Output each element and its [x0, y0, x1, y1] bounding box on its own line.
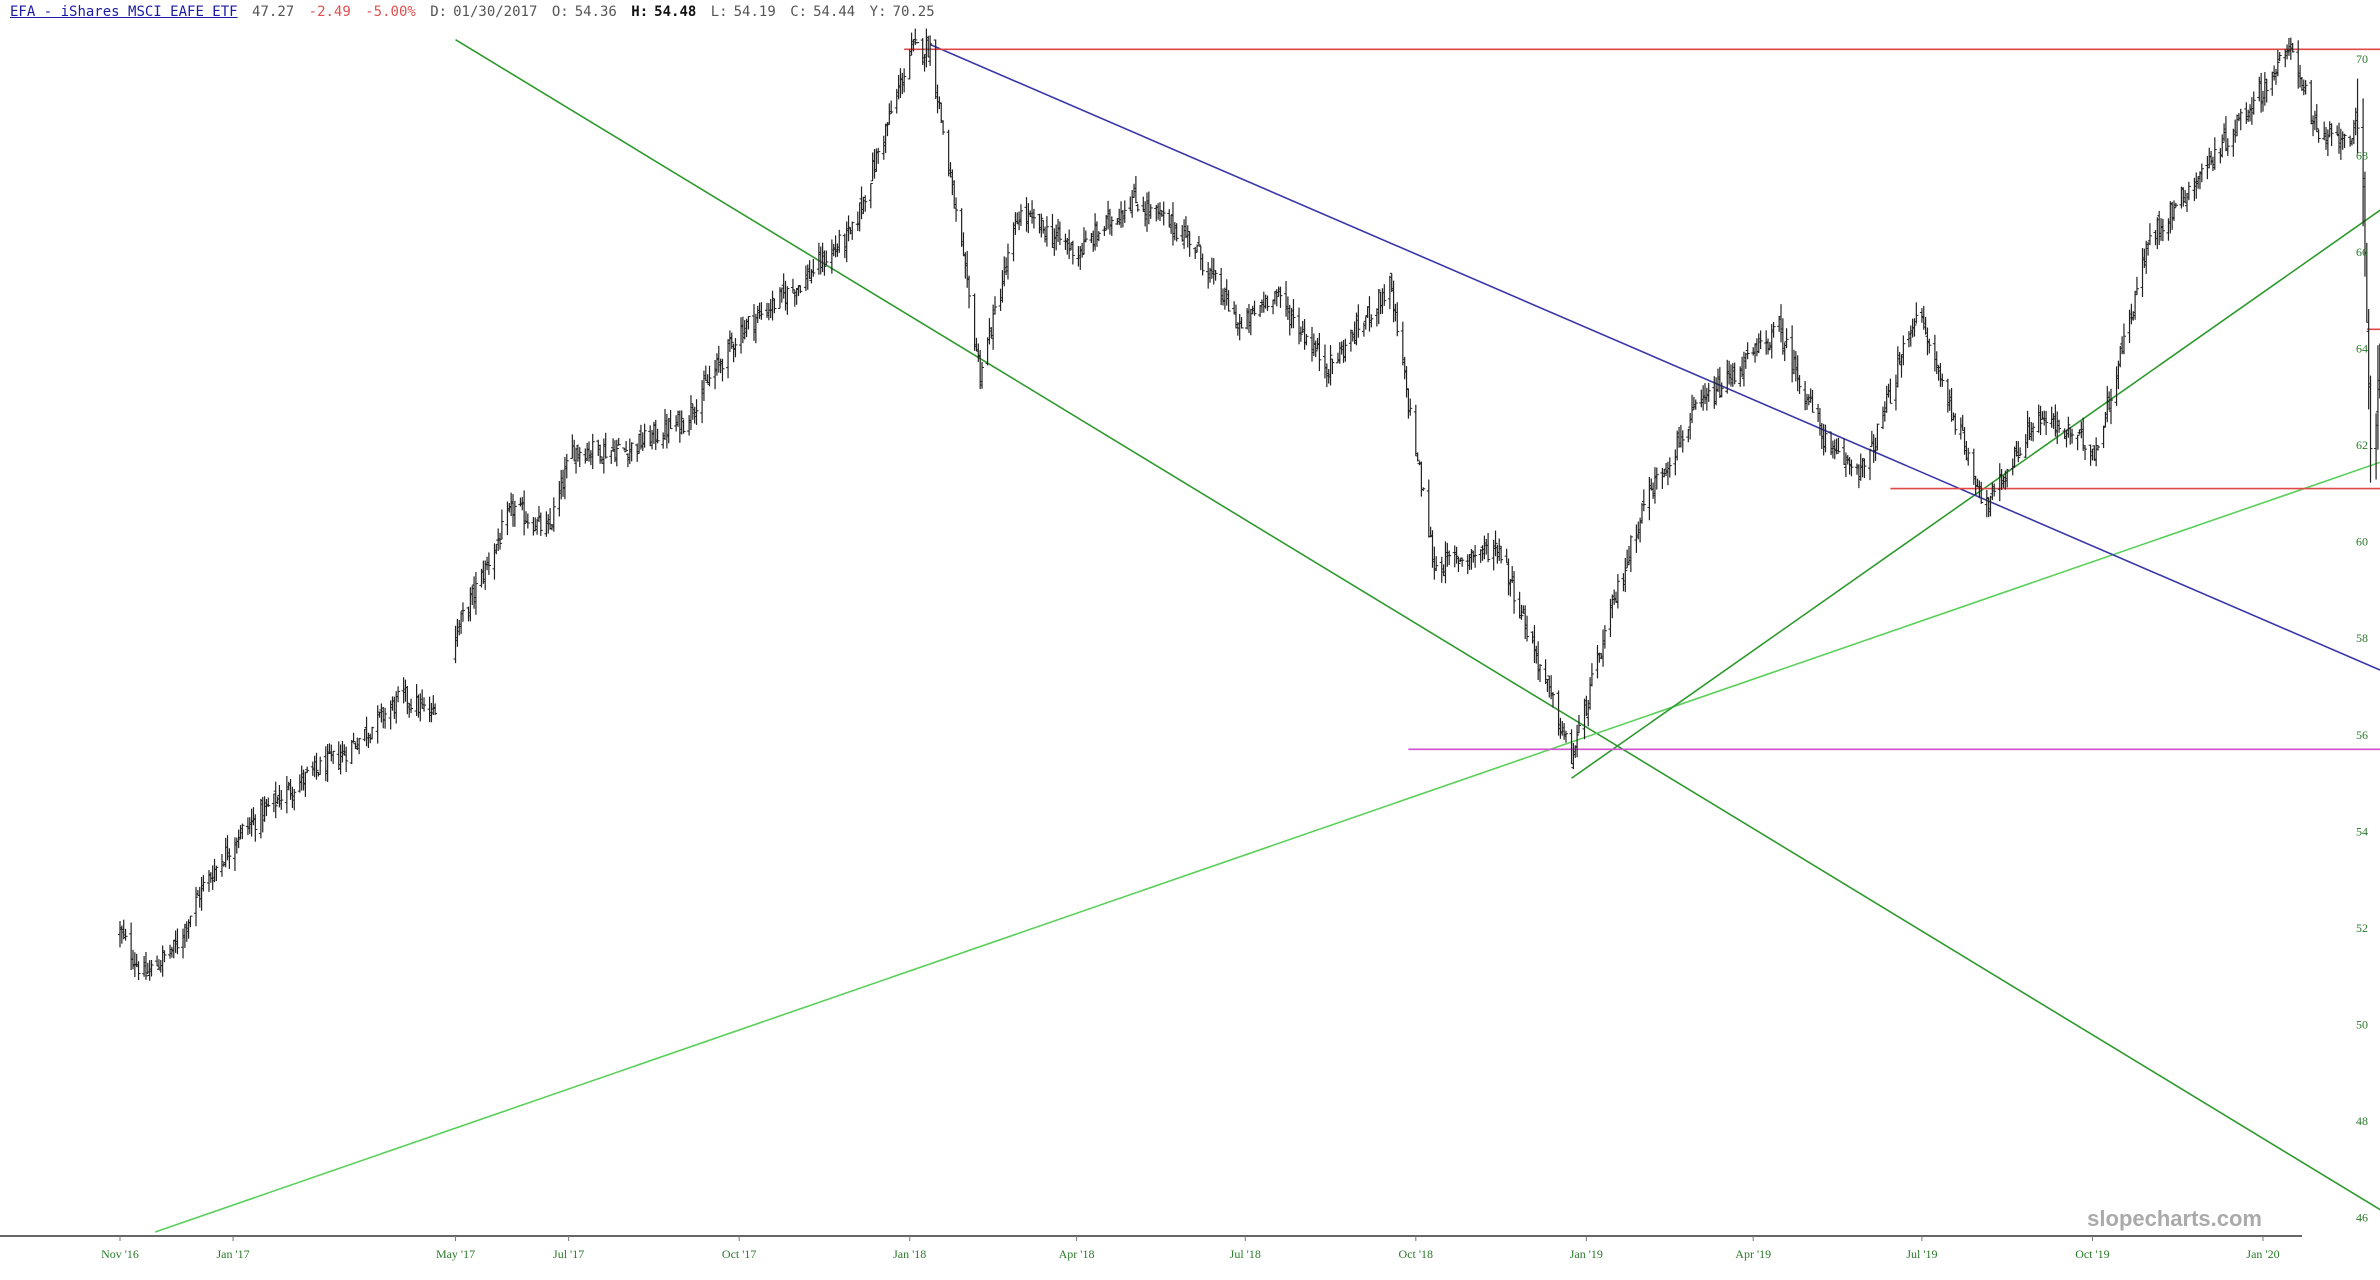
y-tick-label: 66 [2356, 245, 2368, 259]
price-bar[interactable] [2135, 277, 2139, 295]
open-value: 54.36 [575, 4, 617, 20]
x-tick-label: Jan '17 [216, 1247, 249, 1261]
price-bar[interactable] [869, 183, 873, 208]
price-bar[interactable] [1197, 236, 1201, 245]
x-tick-label: Jul '19 [1906, 1247, 1937, 1261]
y-axis-ticks: 70 68 66 64 62 60 58 56 54 52 50 48 46 [2356, 52, 2368, 1225]
price-bar[interactable] [1136, 204, 1140, 212]
x-tick-label: Oct '17 [722, 1247, 757, 1261]
close-value: 54.44 [813, 4, 855, 20]
ticker-separator[interactable]: - [35, 4, 60, 20]
ticker-symbol[interactable]: EFA [10, 4, 35, 20]
y-tick-label: 60 [2356, 535, 2368, 549]
x-tick-label: Oct '19 [2075, 1247, 2110, 1261]
quote-header: EFA - iShares MSCI EAFE ETF 47.27 -2.49 … [10, 4, 941, 20]
price-bar[interactable] [285, 776, 289, 813]
y-value: 70.25 [893, 4, 935, 20]
y-tick-label: 50 [2356, 1017, 2368, 1031]
low-label: L: [711, 4, 728, 20]
y-tick-label: 54 [2356, 824, 2368, 838]
date-label: D: [430, 4, 447, 20]
price-bar[interactable] [2213, 137, 2217, 170]
price-bar[interactable] [1616, 574, 1620, 608]
ticker-name[interactable]: iShares MSCI EAFE ETF [61, 4, 238, 20]
x-tick-label: May '17 [436, 1247, 475, 1261]
annotation-lines [155, 40, 2380, 1232]
y-tick-label: 70 [2356, 52, 2368, 66]
last-price: 47.27 [252, 4, 294, 20]
y-tick-label: 46 [2356, 1211, 2368, 1225]
ticker-link[interactable]: EFA - iShares MSCI EAFE ETF [10, 4, 238, 20]
x-tick-label: Jul '18 [1230, 1247, 1261, 1261]
price-bar[interactable] [1071, 241, 1075, 265]
x-tick-label: Oct '18 [1399, 1247, 1434, 1261]
x-axis-ticks: Nov '16 Jan '17 May '17 Jul '17 Oct '17 Jan '… [101, 1236, 2280, 1261]
y-tick-label: 62 [2356, 438, 2368, 452]
x-tick-label: Nov '16 [101, 1247, 139, 1261]
y-label: Y: [870, 4, 887, 20]
price-bar[interactable] [609, 450, 613, 464]
price-bar[interactable] [352, 733, 356, 743]
high-label: H: [631, 4, 648, 20]
price-bar[interactable] [376, 705, 380, 743]
price-bar[interactable] [1888, 379, 1892, 404]
trend-line[interactable] [930, 44, 2380, 715]
x-tick-label: Apr '18 [1059, 1247, 1095, 1261]
y-tick-label: 48 [2356, 1114, 2368, 1128]
x-tick-label: Apr '19 [1735, 1247, 1771, 1261]
y-tick-label: 56 [2356, 728, 2368, 742]
x-tick-label: Jul '17 [553, 1247, 584, 1261]
watermark: slopecharts.com [2087, 1206, 2262, 1232]
trend-line[interactable] [1572, 136, 2380, 778]
price-bar[interactable] [350, 740, 354, 764]
trend-line[interactable] [155, 426, 2380, 1232]
price-bars [118, 28, 2380, 1140]
price-bar[interactable] [1953, 413, 1957, 435]
price-bar[interactable] [2102, 426, 2106, 448]
price-bar[interactable] [2317, 129, 2321, 142]
y-tick-label: 68 [2356, 149, 2368, 163]
price-change-pct: -5.00% [365, 4, 416, 20]
x-tick-label: Jan '19 [1570, 1247, 1603, 1261]
price-bar[interactable] [1868, 449, 1872, 480]
close-label: C: [790, 4, 807, 20]
price-bar[interactable] [1414, 405, 1418, 456]
price-bar[interactable] [2133, 291, 2137, 320]
y-tick-label: 64 [2356, 342, 2368, 356]
x-tick-label: Jan '18 [893, 1247, 926, 1261]
open-label: O: [552, 4, 569, 20]
y-tick-label: 52 [2356, 921, 2368, 935]
x-tick-label: Jan '20 [2246, 1247, 2279, 1261]
price-change: -2.49 [309, 4, 351, 20]
price-bar[interactable] [552, 497, 556, 531]
price-bar[interactable] [1419, 462, 1423, 497]
low-value: 54.19 [734, 4, 776, 20]
price-bar[interactable] [2148, 223, 2152, 245]
price-bar[interactable] [2076, 435, 2080, 450]
date-value: 01/30/2017 [453, 4, 537, 20]
y-tick-label: 58 [2356, 631, 2368, 645]
high-value: 54.48 [654, 4, 696, 20]
trend-line[interactable] [456, 40, 2380, 1232]
